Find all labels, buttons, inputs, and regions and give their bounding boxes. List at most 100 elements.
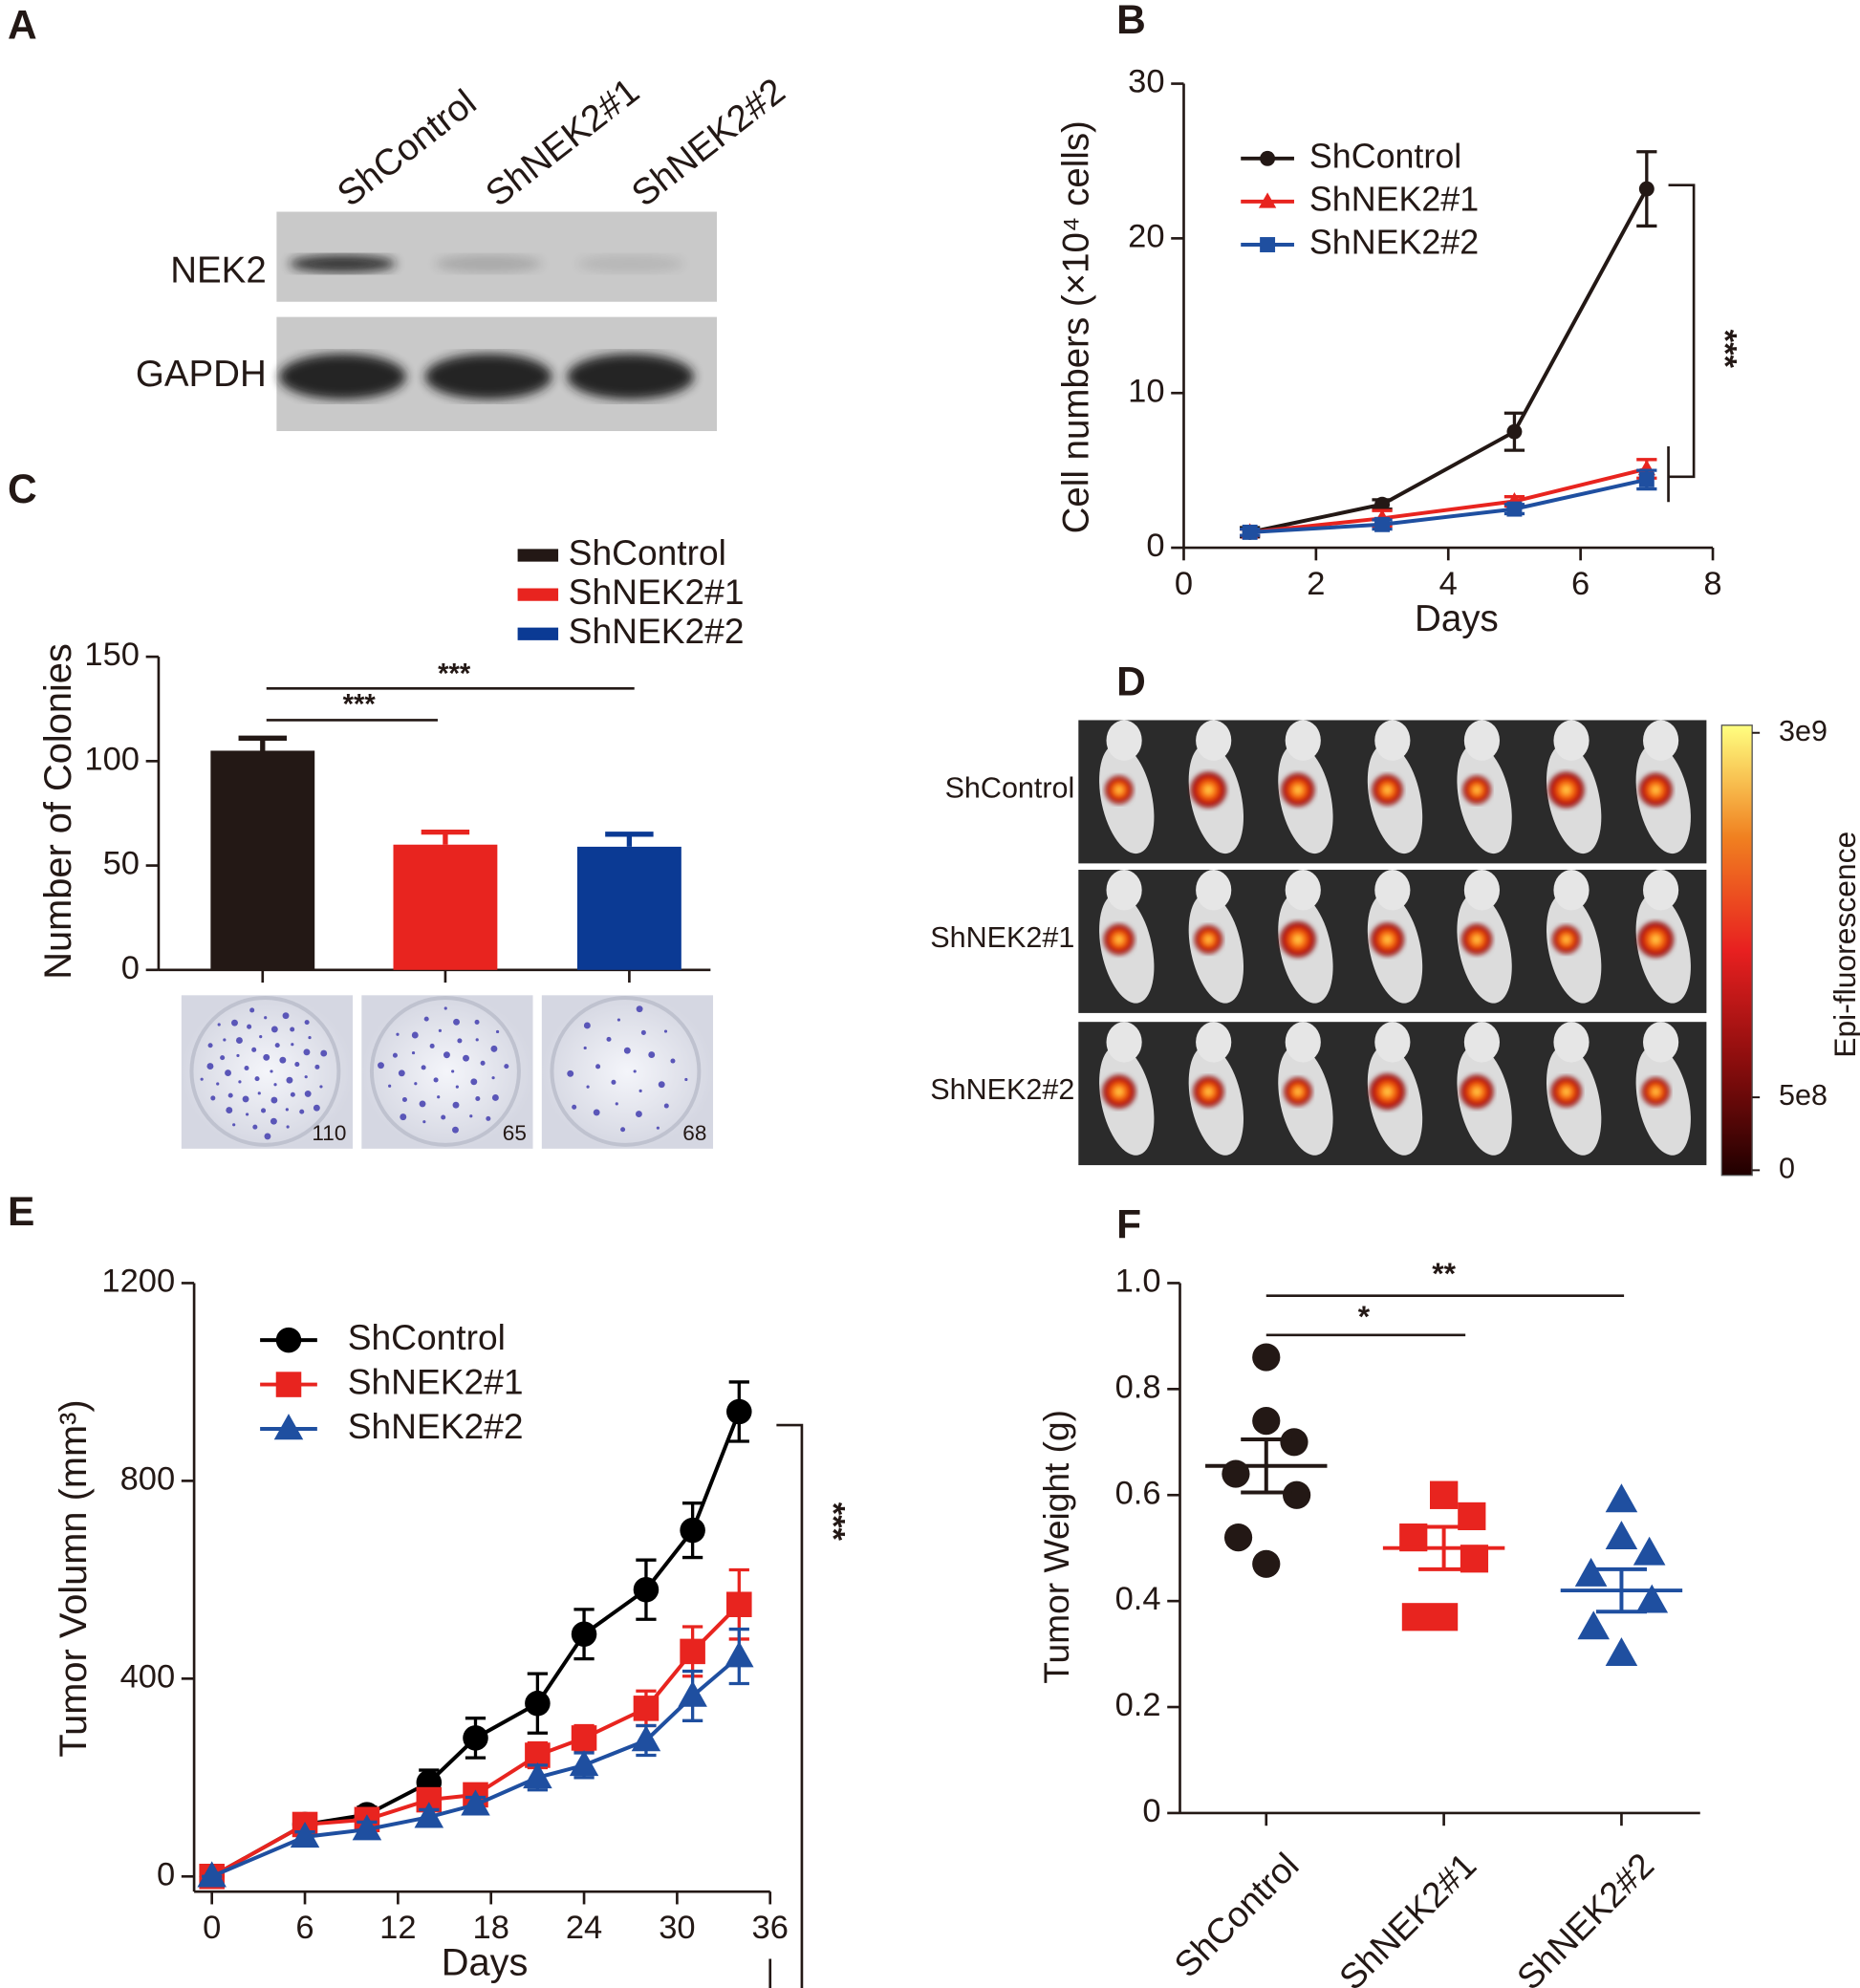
y-tick-label: 10 [1128, 373, 1164, 409]
legend-label: ShNEK2#1 [1309, 180, 1479, 218]
legend-label: ShControl [569, 532, 726, 573]
colony [244, 1065, 249, 1071]
mouse-head [1285, 1022, 1321, 1063]
data-point [1605, 1637, 1638, 1666]
legend-marker [1260, 237, 1276, 252]
colony [443, 1006, 447, 1010]
colony [633, 1070, 637, 1073]
colony [259, 1035, 263, 1039]
blot-band [424, 354, 552, 400]
tumor-signal [1460, 1074, 1494, 1109]
tumor-signal [1552, 925, 1581, 954]
colony [217, 1023, 221, 1026]
colony [304, 1020, 310, 1026]
x-tick-label: 6 [295, 1910, 314, 1946]
tumor-signal [1280, 921, 1316, 958]
colony [313, 1104, 320, 1112]
colony [663, 1029, 668, 1033]
tumor-signal [1103, 924, 1135, 955]
error-bar [238, 735, 287, 751]
data-point [525, 1690, 551, 1717]
imaging-row-label: ShNEK2#2 [930, 1073, 1074, 1106]
tumor-signal [1372, 774, 1403, 806]
colony [441, 1114, 446, 1120]
panel-letter: F [1116, 1201, 1141, 1246]
y-tick-label: 0 [157, 1856, 175, 1892]
colony [586, 1085, 590, 1089]
colony [304, 1090, 312, 1097]
colony [616, 1018, 621, 1022]
colony [285, 1108, 289, 1112]
colony [611, 1079, 616, 1085]
colony [567, 1070, 574, 1077]
colorbar-tick-label: 3e9 [1779, 715, 1828, 747]
data-point [1374, 496, 1391, 512]
data-point [1242, 524, 1258, 540]
data-point [569, 1749, 599, 1777]
colony [433, 1077, 439, 1083]
colony [422, 1120, 426, 1124]
colony [247, 1024, 252, 1029]
mouse-head [1285, 870, 1321, 911]
imaging-row-label: ShNEK2#1 [930, 921, 1074, 954]
colony [475, 1095, 481, 1101]
x-tick-label: 8 [1703, 566, 1721, 602]
colony [453, 1018, 460, 1026]
significance-label: *** [343, 690, 377, 721]
colony [227, 1092, 233, 1098]
y-axis-label: Number of Colonies [37, 643, 79, 980]
colony [455, 1085, 459, 1089]
data-point [725, 1641, 754, 1668]
blot-row-label: NEK2 [170, 249, 267, 291]
tumor-signal [1371, 922, 1404, 957]
legend-marker [275, 1372, 302, 1397]
colony [273, 1083, 277, 1087]
colony [480, 1060, 486, 1066]
legend-marker [275, 1327, 302, 1353]
series-line [1249, 466, 1648, 534]
mouse-head [1196, 720, 1232, 761]
x-axis-label: Days [1415, 598, 1499, 639]
sem-bar [1241, 1437, 1292, 1495]
colony [658, 1081, 665, 1089]
colony [264, 1016, 268, 1020]
colony [279, 1056, 287, 1064]
plate-rim [189, 995, 341, 1147]
colony [438, 1028, 442, 1032]
colony [282, 1012, 290, 1020]
legend-label: ShNEK2#2 [569, 611, 745, 651]
mouse-head [1553, 720, 1590, 761]
sem-bar [1595, 1567, 1647, 1614]
x-tick-label: ShNEK2#1 [1331, 1845, 1484, 1988]
colony [429, 1043, 435, 1048]
panel-letter: E [8, 1189, 34, 1234]
lane-label: ShControl [330, 82, 484, 215]
y-tick-label: 0.8 [1115, 1369, 1161, 1405]
colony [263, 1053, 270, 1061]
series-line [210, 1603, 741, 1879]
colony [470, 1078, 478, 1086]
mouse-head [1463, 1022, 1501, 1063]
x-tick-label: 0 [1175, 566, 1193, 602]
colony [474, 1019, 480, 1025]
colony [656, 1126, 660, 1130]
colony [223, 1038, 227, 1042]
error-bar [421, 829, 470, 845]
tumor-signal [1194, 925, 1222, 954]
blot-band [289, 254, 397, 273]
colony [231, 1019, 238, 1026]
colony [620, 1127, 626, 1133]
colony [437, 1095, 441, 1099]
panel-letter: C [8, 466, 37, 511]
error-bar [605, 832, 654, 847]
blot-band [279, 354, 406, 400]
colony [411, 1050, 416, 1055]
data-point [571, 1621, 597, 1648]
tumor-signal [1105, 775, 1134, 805]
tumor-signal [1462, 775, 1491, 805]
mouse-head [1463, 870, 1501, 911]
imaging-row-label: ShControl [945, 771, 1075, 804]
series-line [210, 1411, 742, 1879]
data-point [1374, 516, 1391, 532]
plate-count: 68 [682, 1121, 706, 1145]
